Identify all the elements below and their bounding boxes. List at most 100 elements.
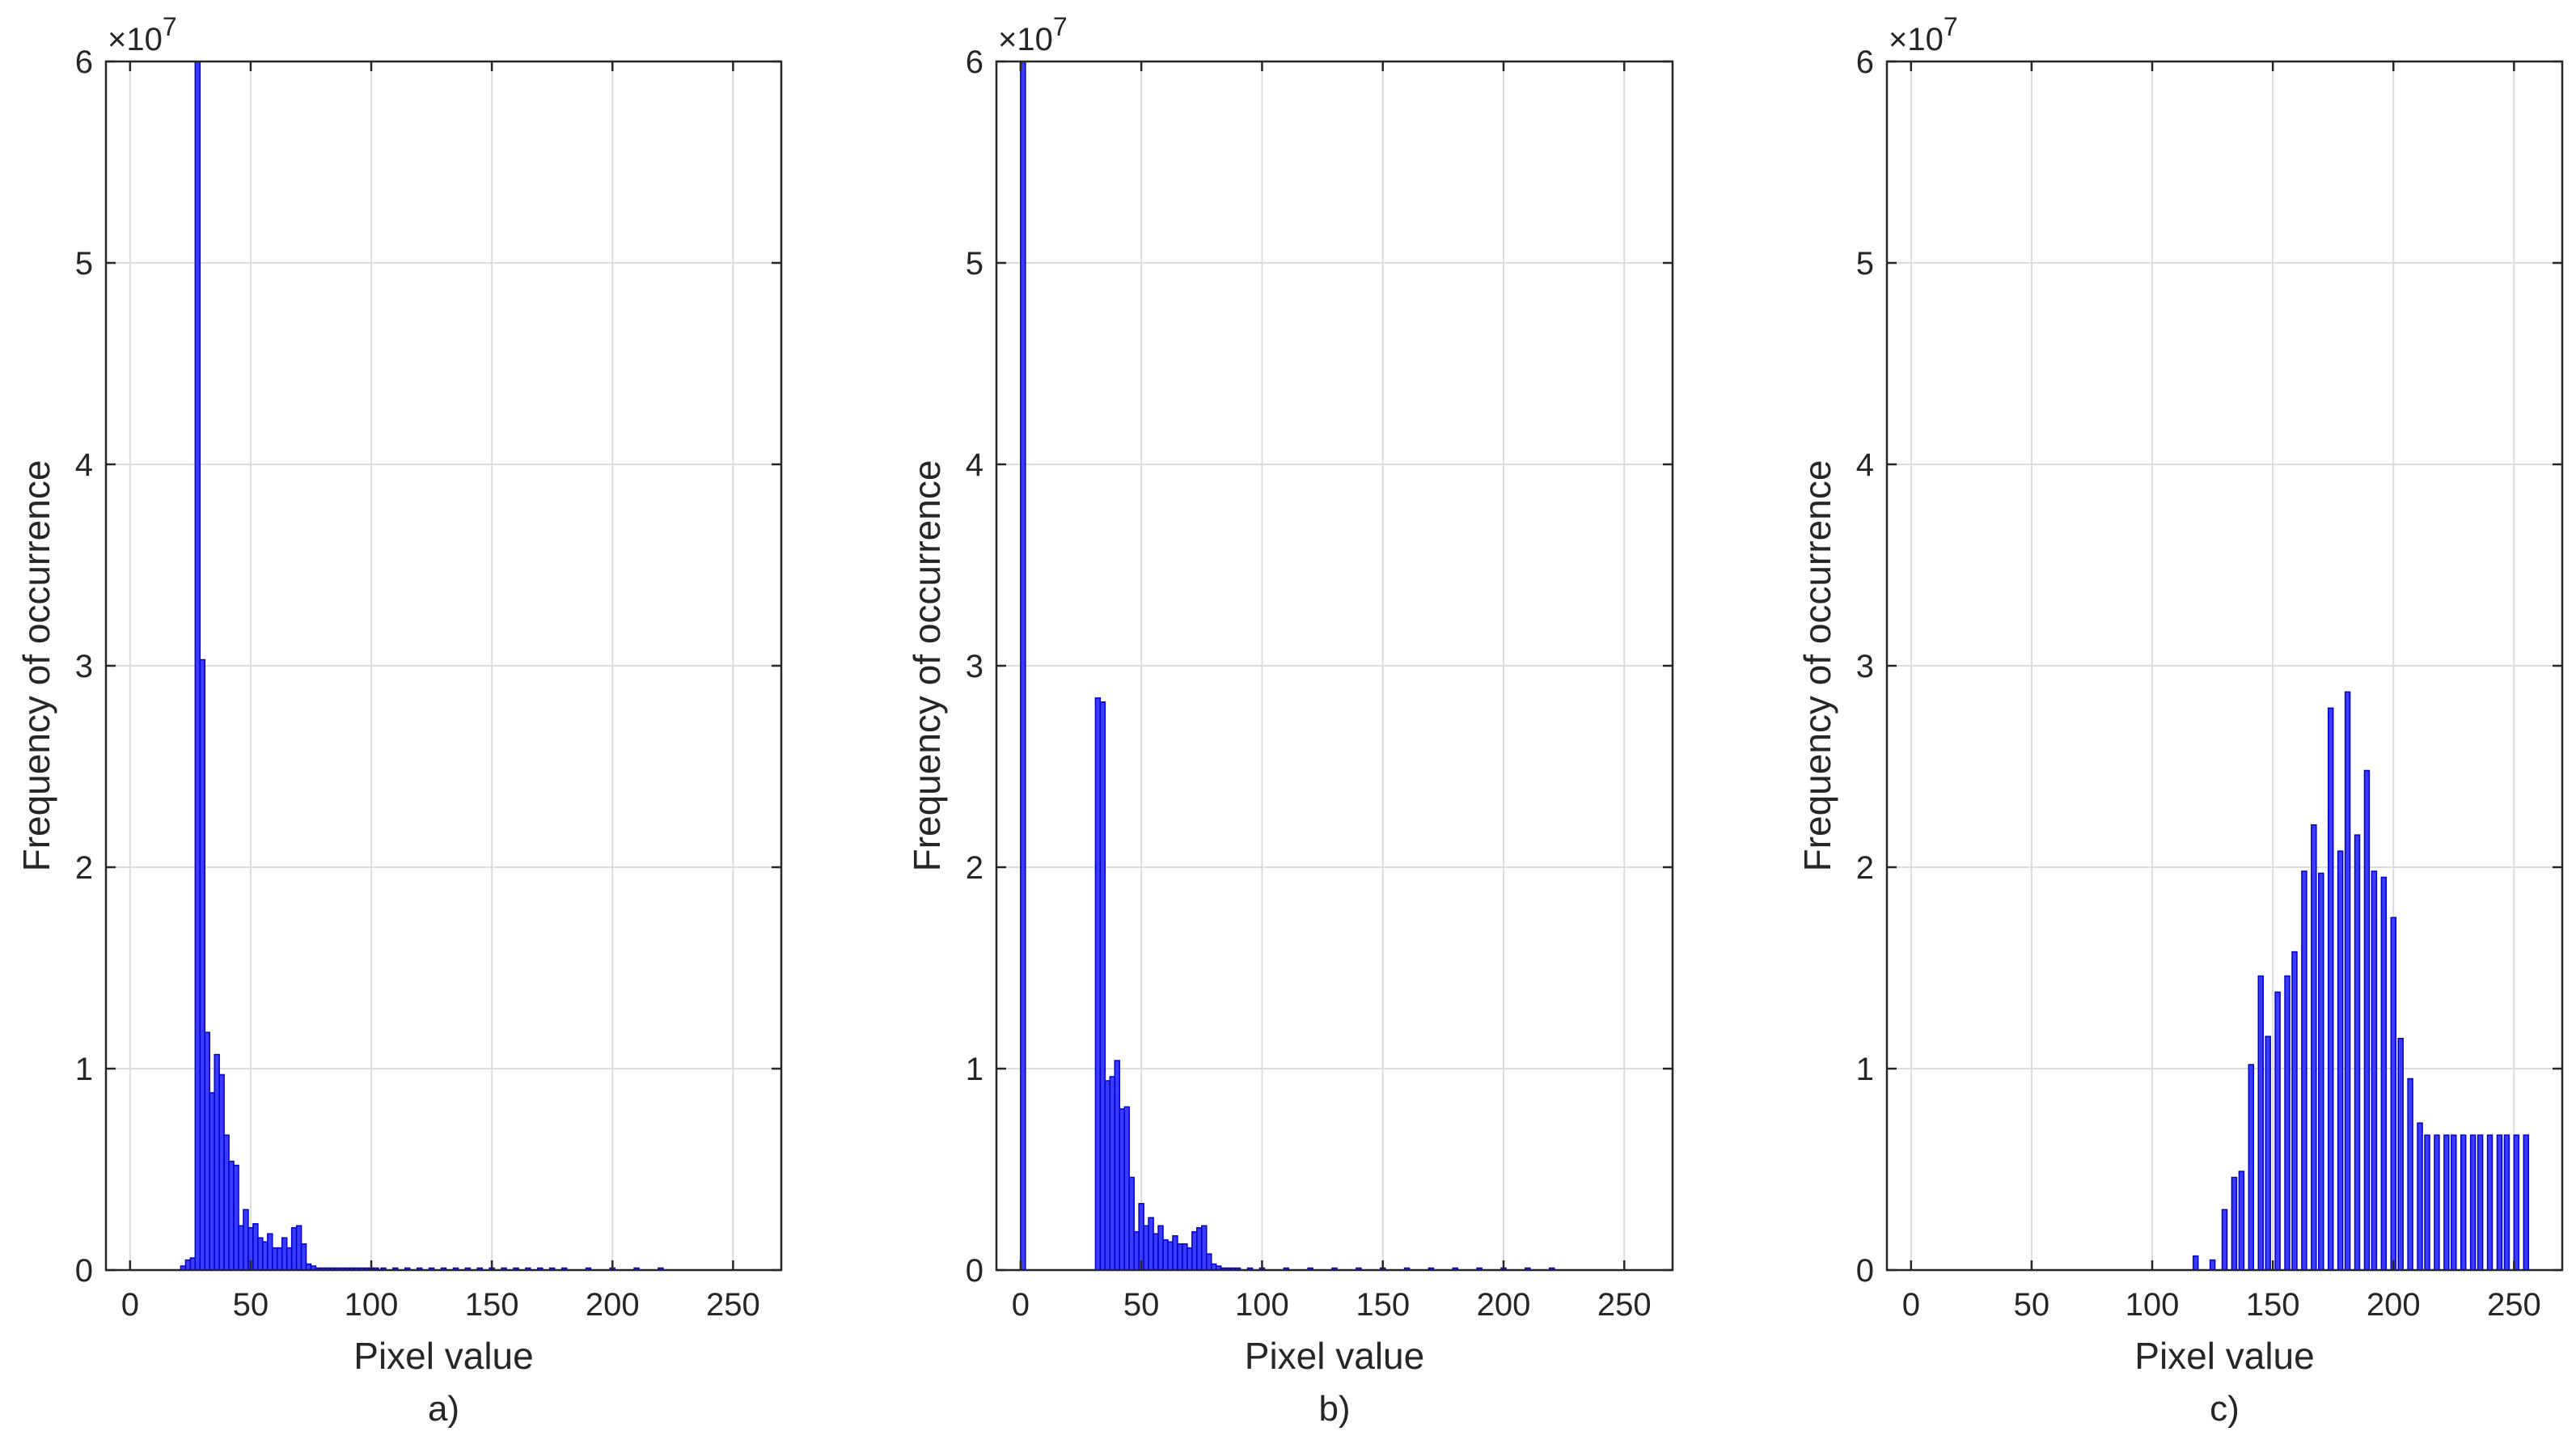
histogram-bar	[2486, 1134, 2494, 1271]
y-tick-label: 6	[966, 44, 983, 80]
y-tick-label: 0	[1856, 1253, 1874, 1289]
panel-caption: a)	[428, 1389, 459, 1429]
x-tick-label: 50	[2014, 1287, 2050, 1323]
histogram-bar	[189, 1257, 197, 1271]
exponent-base: ×10	[1889, 22, 1944, 57]
histogram-bar	[2443, 1134, 2450, 1271]
histogram-bar	[2301, 870, 2307, 1271]
histogram-panel-3: 0 50 100 150 200 250 0 1 2 3 4 5 6 ×107 Pixel value Fre…	[1796, 12, 2564, 1429]
histogram-bar	[228, 1160, 235, 1271]
histogram-bar	[2231, 1176, 2238, 1271]
y-tick-label: 3	[966, 649, 983, 684]
histogram-bar	[2397, 1037, 2404, 1271]
histogram-bar	[1119, 1108, 1125, 1271]
x-tick-label: 100	[345, 1287, 399, 1323]
histogram-bar	[2469, 1134, 2477, 1271]
histogram-bar	[272, 1247, 278, 1271]
histogram-bar	[2238, 1171, 2245, 1271]
histogram-bar	[223, 1134, 230, 1271]
x-tick-label: 100	[2126, 1287, 2180, 1323]
histogram-bar	[2417, 1122, 2423, 1271]
histogram-bar	[2344, 691, 2351, 1271]
y-tick-label: 2	[966, 850, 983, 886]
y-tick-label: 1	[1856, 1052, 1874, 1087]
histogram-bar	[2460, 1134, 2467, 1271]
x-tick-label: 200	[1477, 1287, 1531, 1323]
histogram-bar	[2407, 1078, 2413, 1271]
exponent-base: ×10	[108, 22, 163, 57]
histogram-bar	[209, 1092, 215, 1271]
histogram-bar	[2284, 975, 2290, 1271]
y-tick-label: 5	[966, 246, 983, 282]
x-tick-label: 250	[2487, 1287, 2541, 1323]
y-tick-label: 4	[1856, 447, 1874, 483]
y-tick-label: 1	[75, 1052, 93, 1087]
histogram-bar	[2496, 1134, 2503, 1271]
histogram-bar	[267, 1233, 273, 1271]
y-axis-title: Frequency of occurrence	[1796, 460, 1838, 872]
x-tick-label: 50	[233, 1287, 269, 1323]
panel-caption: b)	[1318, 1389, 1350, 1429]
histogram-bar	[2337, 850, 2344, 1271]
x-tick-label: 0	[1012, 1287, 1030, 1323]
y-tick-label: 5	[75, 246, 93, 282]
histogram-bar	[2248, 1064, 2255, 1271]
histogram-bar	[1191, 1230, 1198, 1271]
histogram-bar	[1177, 1243, 1183, 1271]
histogram-bar	[257, 1237, 264, 1271]
histogram-bar	[2311, 824, 2317, 1271]
histogram-bar	[300, 1243, 307, 1271]
x-tick-label: 200	[586, 1287, 640, 1323]
x-tick-label: 150	[1356, 1287, 1410, 1323]
histogram-bar	[214, 1053, 220, 1271]
exponent-base: ×10	[998, 22, 1053, 57]
histogram-bar	[1186, 1247, 1193, 1271]
histogram-bar	[2477, 1134, 2484, 1271]
y-axis-title: Frequency of occurrence	[15, 460, 57, 872]
histogram-bar	[1109, 1076, 1116, 1271]
histogram-bar	[1143, 1225, 1149, 1271]
y-tick-label: 4	[75, 447, 93, 483]
histogram-bar	[199, 658, 206, 1271]
histogram-bar	[238, 1225, 244, 1271]
histogram-bar	[290, 1226, 298, 1271]
exponent-power: 7	[163, 12, 177, 41]
histogram-bar	[281, 1237, 288, 1271]
histogram-bar	[1128, 1176, 1135, 1271]
x-tick-label: 250	[706, 1287, 760, 1323]
histogram-bar	[1099, 701, 1106, 1271]
x-tick-label: 250	[1597, 1287, 1652, 1323]
y-exponent-label: ×107	[1889, 12, 1958, 57]
histogram-bar	[2371, 870, 2378, 1271]
x-tick-label: 0	[1902, 1287, 1920, 1323]
y-tick-label: 2	[1856, 850, 1874, 886]
histogram-bar	[1196, 1226, 1203, 1271]
y-tick-label: 3	[75, 649, 93, 684]
x-tick-label: 50	[1123, 1287, 1160, 1323]
histogram-bar	[2221, 1209, 2228, 1271]
histogram-bar	[1138, 1203, 1144, 1271]
histogram-bar	[2291, 951, 2298, 1271]
histogram-bar	[2363, 769, 2371, 1271]
y-tick-label: 6	[75, 44, 93, 80]
panel-caption: c)	[2210, 1389, 2240, 1429]
y-axis-title: Frequency of occurrence	[906, 460, 948, 872]
x-axis-title: Pixel value	[2134, 1335, 2314, 1377]
x-tick-label: 150	[2246, 1287, 2300, 1323]
y-exponent-label: ×107	[108, 12, 177, 57]
y-tick-label: 0	[75, 1253, 93, 1289]
histogram-bar	[184, 1259, 192, 1271]
histogram-bar	[243, 1209, 249, 1271]
histogram-bar	[1167, 1241, 1174, 1271]
y-tick-label: 6	[1856, 44, 1874, 80]
y-tick-label: 1	[966, 1052, 983, 1087]
histogram-bar	[1094, 697, 1102, 1271]
histogram-bar	[233, 1164, 239, 1271]
x-tick-label: 150	[465, 1287, 519, 1323]
histogram-bar	[295, 1225, 302, 1271]
y-tick-label: 2	[75, 850, 93, 886]
histogram-bar	[1153, 1233, 1159, 1271]
histogram-bar	[2192, 1255, 2199, 1271]
histogram-bar	[2424, 1134, 2430, 1271]
histogram-bar	[1201, 1225, 1208, 1271]
